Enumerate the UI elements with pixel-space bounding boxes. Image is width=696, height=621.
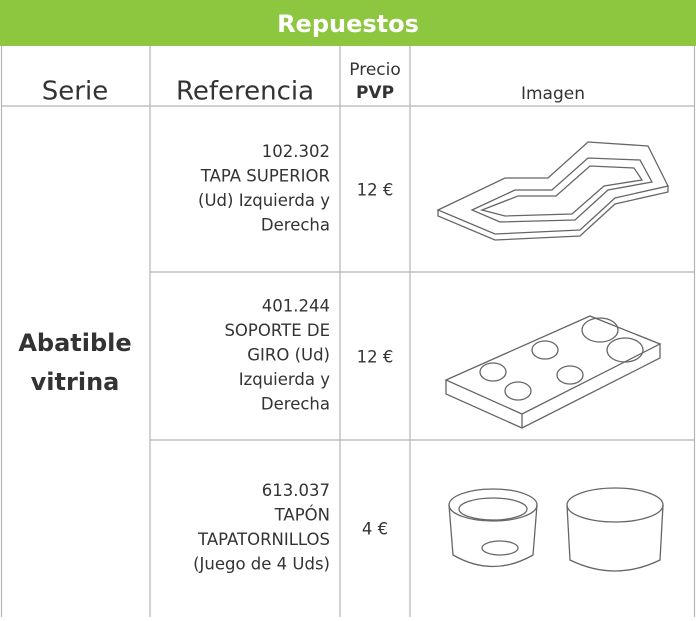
part-image [444, 315, 662, 429]
series-name: vitrina [31, 368, 120, 396]
price: 12 € [357, 348, 394, 367]
reference-line: Derecha [261, 215, 330, 234]
price: 4 € [362, 520, 388, 539]
reference-line: Izquierda y [239, 370, 331, 389]
part-image [436, 141, 669, 241]
column-header: Referencia [176, 77, 314, 107]
column-header: Serie [42, 77, 108, 107]
series-name: Abatible [18, 329, 131, 357]
table-title: Repuestos [277, 10, 419, 38]
reference-line: 613.037 [262, 481, 330, 500]
reference-line: Derecha [261, 395, 330, 414]
reference-line: GIRO (Ud) [247, 346, 330, 365]
column-header: PVP [356, 83, 394, 103]
title-bar [0, 0, 696, 46]
reference-line: TAPA SUPERIOR [200, 166, 330, 185]
table-grid [0, 46, 696, 617]
reference-line: SOPORTE DE [224, 321, 330, 340]
reference-line: TAPATORNILLOS [197, 530, 330, 549]
reference-line: 102.302 [262, 142, 330, 161]
reference-line: (Ud) Izquierda y [198, 191, 330, 210]
reference-line: TAPÓN [274, 505, 330, 524]
column-header: Imagen [521, 84, 585, 104]
reference-line: (Juego de 4 Uds) [193, 554, 330, 573]
part-image [448, 487, 664, 572]
price: 12 € [357, 181, 394, 200]
reference-line: 401.244 [262, 297, 330, 316]
column-header: Precio [349, 60, 401, 80]
